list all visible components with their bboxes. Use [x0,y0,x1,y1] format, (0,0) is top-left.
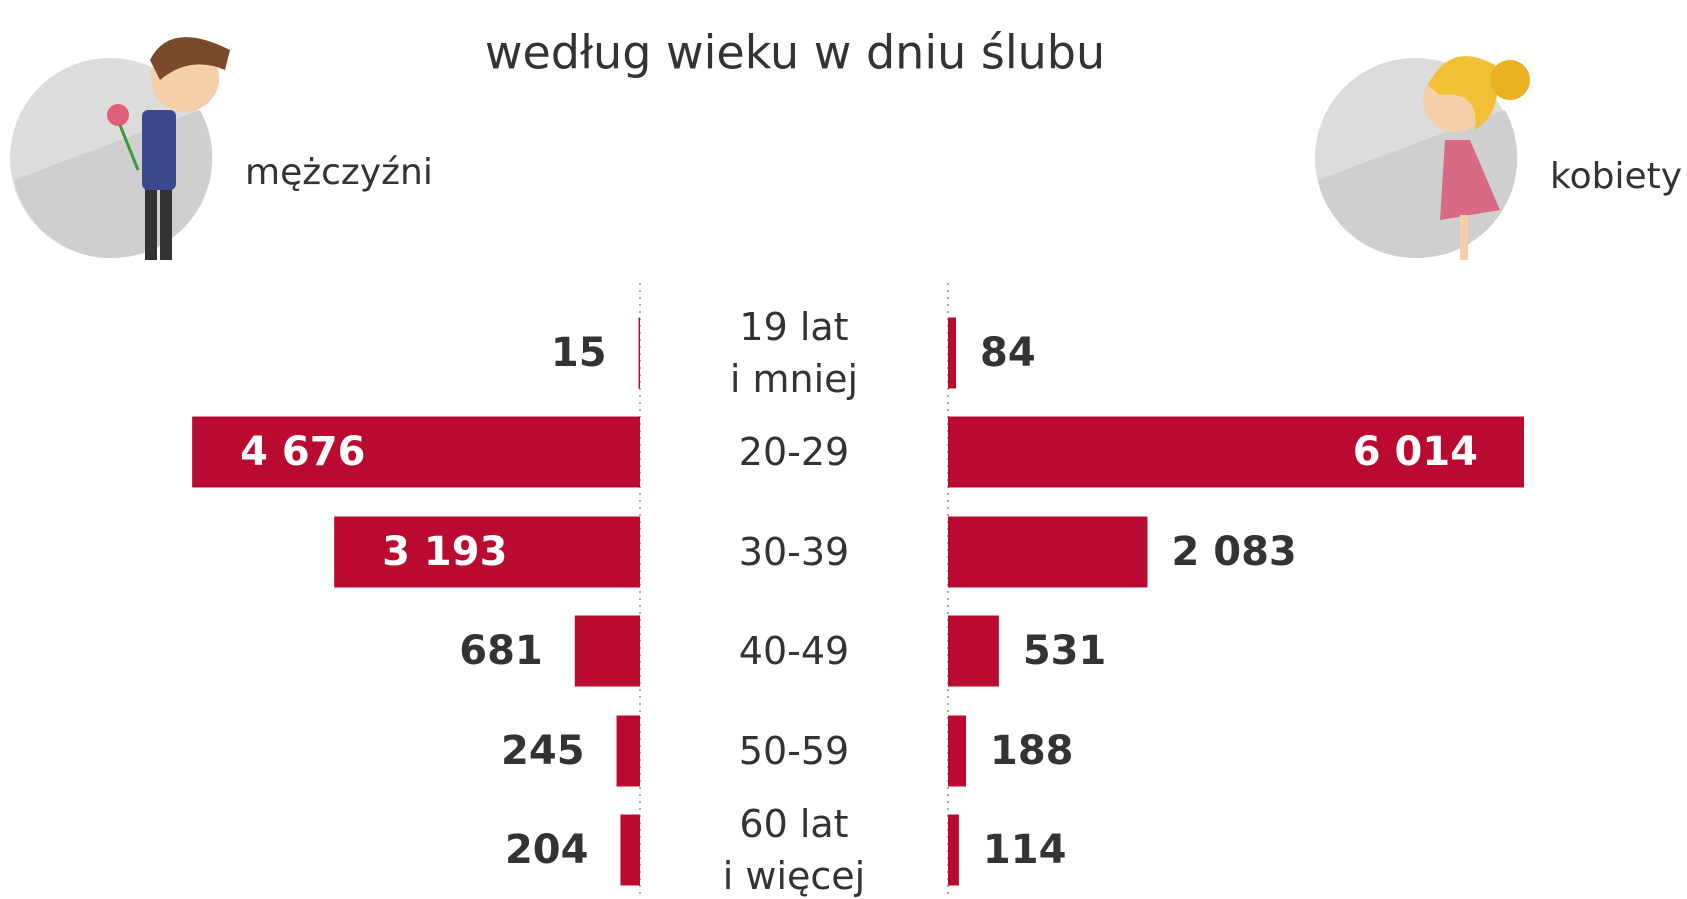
category-label: 20-29 [674,426,914,478]
legend-label: mężczyźni [245,152,433,193]
page: według wieku w dniu ślubu mężczyźni kobi… [0,0,1687,899]
category-label: 19 lat i mniej [674,301,914,405]
bar [948,517,1148,588]
value-label: 3 193 [382,529,507,575]
bar [639,318,640,389]
chart-title: według wieku w dniu ślubu [485,26,1105,80]
value-label: 188 [990,728,1074,774]
value-label: 2 083 [1172,529,1297,575]
category-label: 40-49 [674,625,914,677]
value-label: 6 014 [1353,429,1478,475]
category-label: 30-39 [674,526,914,578]
man-illustration [10,37,230,260]
category-label: 50-59 [674,725,914,777]
bar [948,815,959,886]
value-label: 531 [1023,628,1107,674]
value-label: 204 [505,827,589,873]
bar [620,815,640,886]
bar [948,616,999,687]
bar [948,716,966,787]
bar [575,616,640,687]
value-label: 15 [551,330,607,376]
woman-illustration [1315,56,1530,260]
value-label: 681 [459,628,543,674]
bar [617,716,640,787]
category-label: 60 lat i więcej [674,798,914,899]
value-label: 4 676 [240,429,365,475]
legend-label: kobiety [1550,156,1682,197]
value-label: 84 [980,330,1036,376]
bar [948,318,956,389]
value-label: 114 [983,827,1066,873]
value-label: 245 [501,728,585,774]
